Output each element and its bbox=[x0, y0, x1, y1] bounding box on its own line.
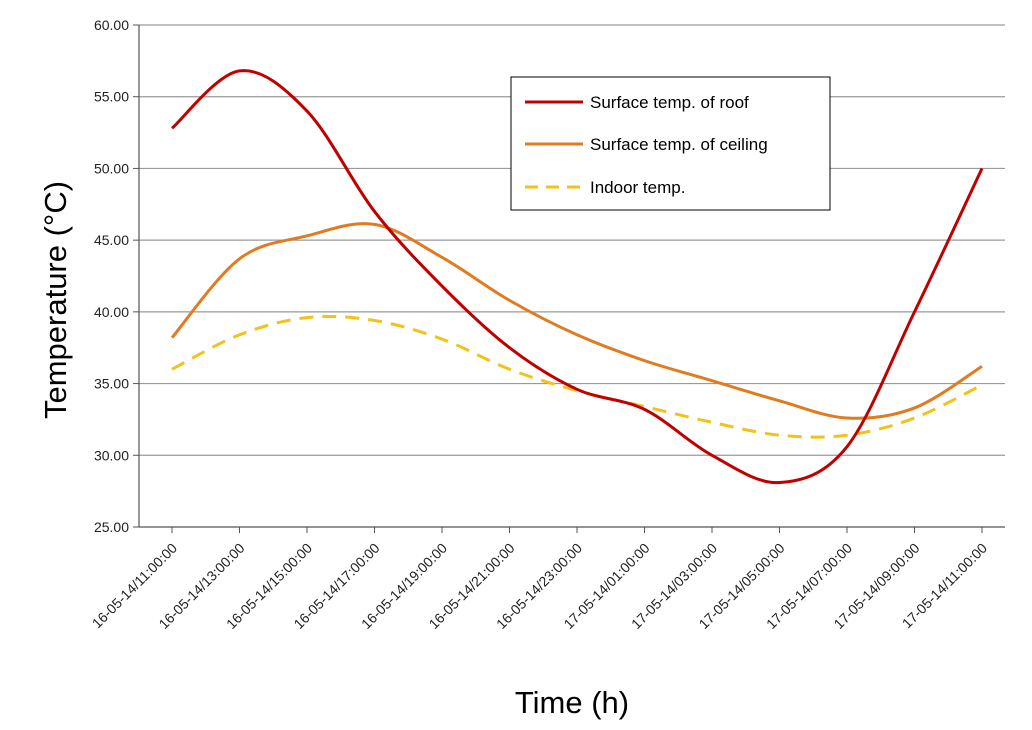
series-line-indoor bbox=[171, 314, 983, 439]
y-tick-label: 40.00 bbox=[94, 304, 129, 320]
y-axis-title: Temperature (°C) bbox=[38, 181, 73, 419]
y-tick-label: 50.00 bbox=[94, 160, 129, 176]
x-axis-title: Time (h) bbox=[515, 685, 629, 720]
series-line-roof bbox=[170, 69, 984, 485]
y-tick-label: 35.00 bbox=[94, 376, 129, 392]
y-tick-label: 30.00 bbox=[94, 447, 129, 463]
legend-label-ceiling: Surface temp. of ceiling bbox=[590, 135, 768, 154]
series-line-ceiling bbox=[170, 222, 983, 420]
legend: Surface temp. of roof Surface temp. of c… bbox=[510, 76, 831, 211]
legend-label-indoor: Indoor temp. bbox=[590, 178, 685, 197]
y-tick-label: 55.00 bbox=[94, 89, 129, 105]
y-tick-label: 45.00 bbox=[94, 232, 129, 248]
axes bbox=[138, 25, 1005, 528]
series-lines bbox=[170, 69, 984, 485]
y-tick-label: 60.00 bbox=[94, 17, 129, 33]
y-tick-labels: 25.00 30.00 35.00 40.00 45.00 50.00 55.00 60.00 bbox=[94, 17, 129, 535]
legend-label-roof: Surface temp. of roof bbox=[590, 93, 749, 112]
y-tick-label: 25.00 bbox=[94, 519, 129, 535]
